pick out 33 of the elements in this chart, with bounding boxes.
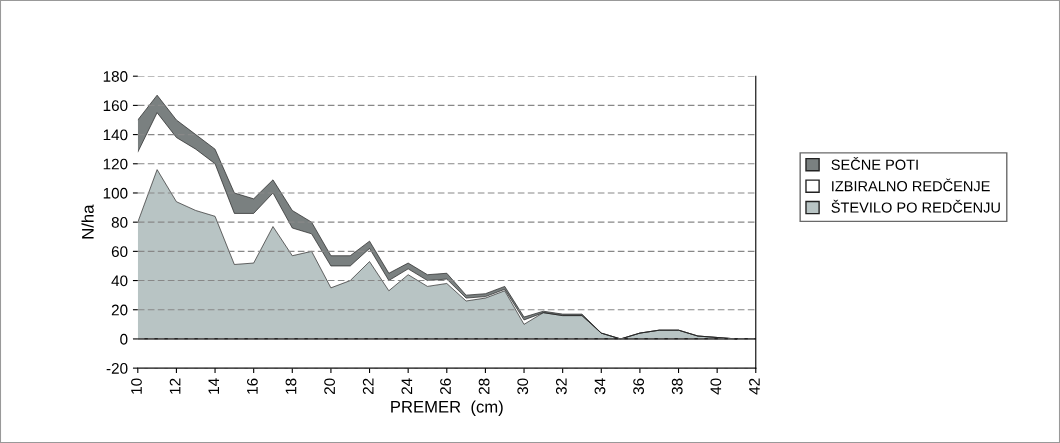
legend-label: IZBIRALNO REDČENJE (832, 178, 990, 192)
x-tick-label: 42 (749, 378, 760, 395)
x-tick-label: 16 (246, 378, 258, 394)
x-tick-label: 24 (401, 378, 413, 395)
x-axis-title: PREMER (cm) (391, 400, 503, 416)
y-tick-label: 100 (103, 187, 128, 199)
x-tick-label: 34 (594, 378, 606, 395)
y-tick-label: 120 (103, 158, 128, 170)
x-tick-label: 20 (324, 378, 336, 395)
x-tick-label: 12 (169, 378, 181, 394)
x-tick-label: 30 (517, 378, 529, 395)
y-tick-label: 0 (120, 333, 128, 345)
y-tick-label: -20 (106, 363, 128, 374)
x-tick-label: 36 (633, 378, 645, 395)
x-tick-label: 28 (478, 378, 490, 395)
x-tick-label: 14 (208, 378, 219, 394)
x-tick-label: 18 (285, 378, 297, 394)
x-tick-label: 40 (710, 378, 722, 395)
y-tick-label: 160 (103, 100, 128, 112)
y-tick-label: 140 (103, 129, 128, 141)
y-axis-title: N/ha (81, 204, 94, 239)
x-tick-label: 32 (555, 378, 567, 395)
y-tick-label: 40 (111, 275, 128, 287)
x-tick-label: 38 (671, 378, 683, 395)
y-tick-label: 80 (111, 217, 128, 228)
y-tick-label: 60 (111, 246, 128, 258)
y-tick-label: 180 (103, 71, 128, 82)
x-tick-label: 22 (362, 378, 374, 395)
x-tick-label: 26 (440, 378, 451, 395)
legend-label: SEČNE POTI (831, 157, 918, 170)
y-tick-label: 20 (111, 304, 128, 316)
legend-label: ŠTEVILO PO REDČENJU (831, 199, 1000, 213)
x-tick-label: 10 (131, 378, 142, 394)
